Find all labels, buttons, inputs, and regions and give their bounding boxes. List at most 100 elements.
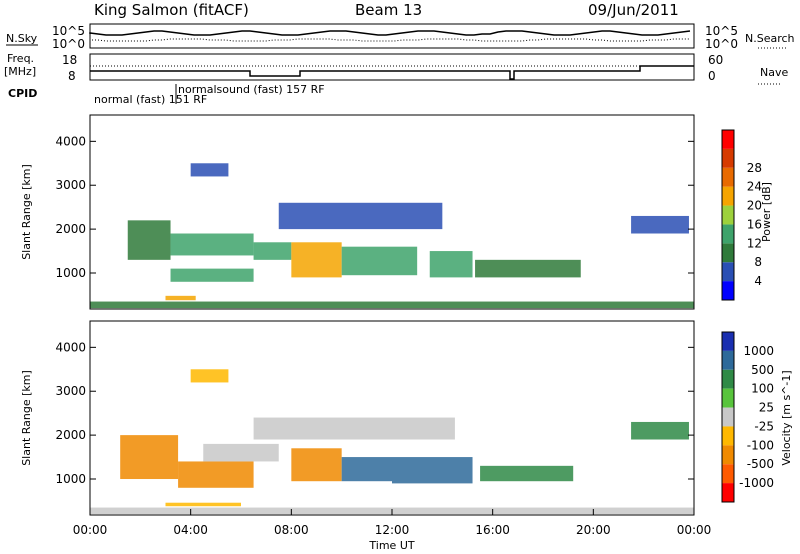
x-tick-label-0: 00:00 (73, 523, 108, 537)
power-colorbar-label: Power [dB] (760, 182, 773, 242)
colorbar-frame (721, 331, 735, 503)
y-tick-label-2: 3000 (55, 178, 86, 192)
colorbar-swatch-1 (722, 262, 734, 282)
nsky-panel (89, 23, 695, 49)
data-band-9 (278, 202, 443, 230)
nsearch-tick-bottom: 10^0 (705, 37, 738, 51)
colorbar-swatch-3 (722, 388, 734, 408)
colorbar-swatch-3 (722, 224, 734, 244)
nsky-tick-top: 10^5 (52, 24, 85, 38)
data-band-12 (165, 295, 196, 301)
nsky-label: N.Sky (6, 32, 38, 45)
colorbar-tick-3: 25 (759, 401, 774, 415)
time-xlabel: Time UT (368, 539, 414, 552)
x-tick-label-2: 08:00 (274, 523, 309, 537)
beam-title: Beam 13 (355, 1, 422, 19)
nsky-line (89, 30, 691, 36)
power-data (90, 163, 694, 309)
time-x-axis: 00:00 04:00 08:00 12:00 16:00 20:00 00:00 (73, 509, 712, 537)
x-tick-label-3: 12:00 (375, 523, 410, 537)
colorbar-tick-2: 100 (751, 382, 774, 396)
nsky-tick-bottom: 10^0 (52, 37, 85, 51)
nsearch-line (89, 38, 690, 42)
y-tick-label-3: 4000 (55, 340, 86, 354)
colorbar-swatch-5 (722, 186, 734, 206)
colorbar-swatch-5 (722, 426, 734, 446)
data-band-10 (631, 215, 689, 234)
nsearch-tick-top: 10^5 (705, 24, 738, 38)
colorbar-swatch-0 (722, 332, 734, 351)
power-ylabel: Slant Range [km] (20, 164, 33, 260)
cpid-normalsound: normalsound (fast) 157 RF (178, 83, 325, 96)
colorbar-tick-1: 500 (751, 363, 774, 377)
data-band-5 (341, 246, 418, 276)
y-tick-label-3: 4000 (55, 134, 86, 148)
colorbar-swatch-4 (722, 407, 734, 427)
colorbar-tick-6: -500 (747, 457, 774, 471)
nsky-trace (89, 30, 691, 42)
freq-tick-top: 18 (62, 53, 77, 67)
data-band-2 (170, 268, 254, 282)
data-band-4 (291, 242, 342, 278)
data-band-0 (127, 220, 171, 260)
velocity-y-axis: 1000 2000 3000 4000 (55, 340, 694, 486)
colorbar-tick-7: -1000 (739, 476, 774, 490)
x-tick-label-5: 20:00 (576, 523, 611, 537)
data-band-6 (429, 251, 473, 278)
x-tick-label-6: 00:00 (677, 523, 712, 537)
data-band-5 (392, 457, 473, 484)
data-band-9 (631, 421, 689, 440)
colorbar-swatch-7 (722, 148, 734, 168)
colorbar-tick-5: 24 (747, 180, 762, 194)
colorbar-swatch-6 (722, 445, 734, 465)
colorbar-tick-4: -25 (754, 419, 774, 433)
colorbar-swatch-1 (722, 350, 734, 370)
mhz-label: [MHz] (4, 65, 36, 78)
data-band-11 (90, 301, 694, 309)
data-band-2 (203, 443, 279, 462)
colorbar-tick-5: -100 (747, 438, 774, 452)
colorbar-swatch-0 (722, 281, 734, 300)
data-band-3 (253, 242, 292, 260)
colorbar-tick-0: 4 (754, 274, 762, 288)
nave-tick-bottom: 0 (708, 69, 716, 83)
colorbar-swatch-6 (722, 167, 734, 187)
colorbar-swatch-7 (722, 464, 734, 484)
cpid-label: CPID (8, 87, 37, 100)
y-tick-label-0: 1000 (55, 266, 86, 280)
velocity-panel: 1000 2000 3000 4000 00:00 04:00 08:00 12:00 16:… (20, 320, 712, 552)
data-band-3 (291, 448, 342, 482)
colorbar-tick-0: 1000 (743, 344, 774, 358)
colorbar-tick-6: 28 (747, 161, 762, 175)
x-tick-label-1: 04:00 (173, 523, 208, 537)
data-band-8 (190, 369, 229, 383)
colorbar-tick-1: 8 (754, 255, 762, 269)
data-band-1 (178, 461, 254, 488)
power-colorbar: 4 8 12 16 20 24 28 Power [dB] (721, 129, 773, 301)
colorbar-tick-2: 12 (747, 236, 762, 250)
velocity-colorbar-label: Velocity [m s^-1] (780, 370, 793, 465)
colorbar-tick-3: 16 (747, 217, 762, 231)
nave-label: Nave (760, 66, 788, 79)
data-band-7 (475, 259, 581, 278)
nsearch-label: N.Search (745, 32, 795, 45)
nave-tick-top: 60 (708, 53, 723, 67)
colorbar-frame (721, 129, 735, 301)
data-band-6 (480, 465, 574, 482)
y-tick-label-0: 1000 (55, 472, 86, 486)
colorbar-swatch-8 (722, 130, 734, 149)
colorbar-swatch-2 (722, 369, 734, 389)
velocity-colorbar: 1000 500 100 25 -25 -100 -500 -1000 Velocity [m… (721, 331, 793, 503)
colorbar-swatch-2 (722, 243, 734, 263)
data-band-0 (120, 435, 179, 480)
data-band-7 (253, 417, 455, 440)
power-y-axis: 1000 2000 3000 4000 (55, 134, 694, 280)
station-title: King Salmon (fitACF) (94, 1, 249, 19)
freq-tick-bottom: 8 (68, 69, 76, 83)
colorbar-swatch-4 (722, 205, 734, 225)
colorbar-tick-4: 20 (747, 199, 762, 213)
colorbar-swatch-8 (722, 483, 734, 502)
data-band-4 (341, 457, 392, 482)
freq-line (90, 65, 694, 80)
